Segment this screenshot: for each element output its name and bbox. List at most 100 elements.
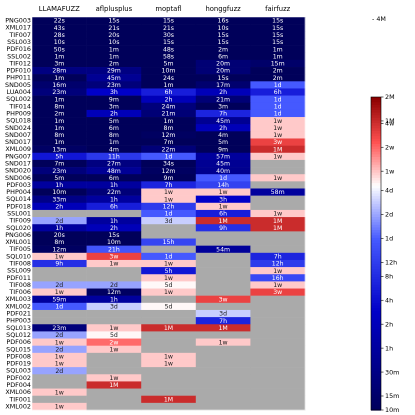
cell-value: 21h xyxy=(108,246,120,253)
column-label: LLAMAFUZZ xyxy=(39,5,80,13)
heatmap-cell xyxy=(32,138,87,146)
colorbar-segment xyxy=(371,167,381,171)
cell-value: 15s xyxy=(163,39,174,46)
heatmap-cell xyxy=(141,331,197,339)
heatmap-cell xyxy=(141,202,197,211)
heatmap-cell xyxy=(32,102,87,111)
cell-value: 8m xyxy=(109,132,119,139)
cell-value: 1w xyxy=(55,389,64,396)
colorbar-segment xyxy=(371,310,381,315)
cell-value: 3d xyxy=(165,218,173,225)
colorbar-segment xyxy=(371,227,381,231)
heatmap-cell xyxy=(195,338,251,346)
heatmap-cell xyxy=(195,259,251,268)
heatmap-cell xyxy=(141,152,197,161)
heatmap-cell xyxy=(32,181,87,189)
heatmap-cell xyxy=(195,159,251,168)
heatmap-cell xyxy=(32,388,87,397)
cell-value: 28s xyxy=(54,32,65,39)
row-label: TIF007 xyxy=(8,31,31,39)
cell-value: 1d xyxy=(55,304,63,311)
cell-value: 15s xyxy=(163,18,174,25)
cell-value: 4m xyxy=(218,132,228,139)
colorbar-segment xyxy=(371,402,381,406)
cell-value: 1m xyxy=(54,75,64,82)
colorbar-segment xyxy=(371,365,381,369)
colorbar-segment xyxy=(371,266,381,270)
cell-value: 43s xyxy=(54,25,65,32)
heatmap-cell xyxy=(195,367,251,375)
cell-value: 59m xyxy=(52,296,66,303)
heatmap-cell xyxy=(250,95,306,104)
heatmap-cell xyxy=(32,174,87,182)
colorbar-segment xyxy=(371,250,381,255)
colorbar-tick-label: 15m xyxy=(385,392,399,400)
grid-frame xyxy=(31,16,306,411)
cell-value: 2d xyxy=(55,282,63,289)
heatmap-cell xyxy=(141,302,197,311)
cell-value: 1d xyxy=(165,153,173,160)
colorbar-segment xyxy=(371,256,381,260)
cell-value: 6h xyxy=(165,89,173,96)
row-label: PDF021 xyxy=(6,310,31,318)
colorbar-segment xyxy=(371,347,381,351)
heatmap-cell xyxy=(195,274,251,282)
heatmap-cell xyxy=(32,374,87,382)
row-label: XML002 xyxy=(5,302,31,310)
colorbar-segment xyxy=(371,216,381,221)
cell-value: 16s xyxy=(218,18,229,25)
heatmap-cell xyxy=(195,209,251,218)
colorbar-segment xyxy=(371,357,381,362)
heatmap-cell xyxy=(250,317,306,325)
heatmap-cell xyxy=(250,231,306,239)
heatmap-cell xyxy=(250,145,306,154)
heatmap-cell xyxy=(250,295,306,304)
cell-value: 20s xyxy=(108,32,119,39)
heatmap-cell xyxy=(141,195,197,204)
colorbar-segment xyxy=(371,269,381,273)
heatmap-cell xyxy=(86,45,142,54)
colorbar-segment xyxy=(371,389,381,393)
cell-value: 8m xyxy=(54,103,64,110)
cell-value: 1M xyxy=(109,382,118,389)
cell-value: 3w xyxy=(273,139,282,146)
colorbar-segment xyxy=(371,305,381,309)
row-label: SND005 xyxy=(5,81,31,89)
heatmap-cell xyxy=(32,52,87,61)
heatmap-cell xyxy=(141,367,197,375)
cell-value: 1m xyxy=(54,125,64,132)
heatmap-cell xyxy=(141,295,197,304)
row-label: PDF006 xyxy=(6,338,31,346)
heatmap-cell xyxy=(195,267,251,275)
cell-value: 9m xyxy=(164,175,174,182)
heatmap-cell xyxy=(141,88,197,96)
heatmap-cell xyxy=(141,74,197,82)
row-label: PDF002 xyxy=(6,374,31,382)
heatmap-cell xyxy=(195,245,251,254)
heatmap-cell xyxy=(141,209,197,218)
colorbar-segment xyxy=(371,185,381,189)
heatmap-cell xyxy=(141,238,197,246)
heatmap-cell xyxy=(141,17,197,25)
cell-value: 1w xyxy=(55,361,64,368)
cell-value: 21s xyxy=(163,25,174,32)
cell-value: 7h xyxy=(219,318,227,325)
heatmap-cell xyxy=(32,224,87,232)
colorbar-segment xyxy=(371,355,381,359)
heatmap-cell xyxy=(86,88,142,96)
heatmap-cell xyxy=(250,374,306,382)
cell-value: 5m xyxy=(109,118,119,125)
heatmap-cell xyxy=(86,359,142,368)
heatmap-cell xyxy=(32,195,87,204)
heatmap-cell xyxy=(86,388,142,397)
cell-value: 30s xyxy=(163,32,174,39)
row-label: SND006 xyxy=(5,174,31,182)
colorbar-segment xyxy=(371,248,381,252)
heatmap-cell xyxy=(32,159,87,168)
heatmap-cell xyxy=(86,152,142,161)
cell-value: 5m xyxy=(54,175,64,182)
row-label: PDF004 xyxy=(6,381,31,389)
cell-value: 28m xyxy=(52,68,66,75)
heatmap-cell xyxy=(32,381,87,389)
cell-value: 1w xyxy=(55,339,64,346)
